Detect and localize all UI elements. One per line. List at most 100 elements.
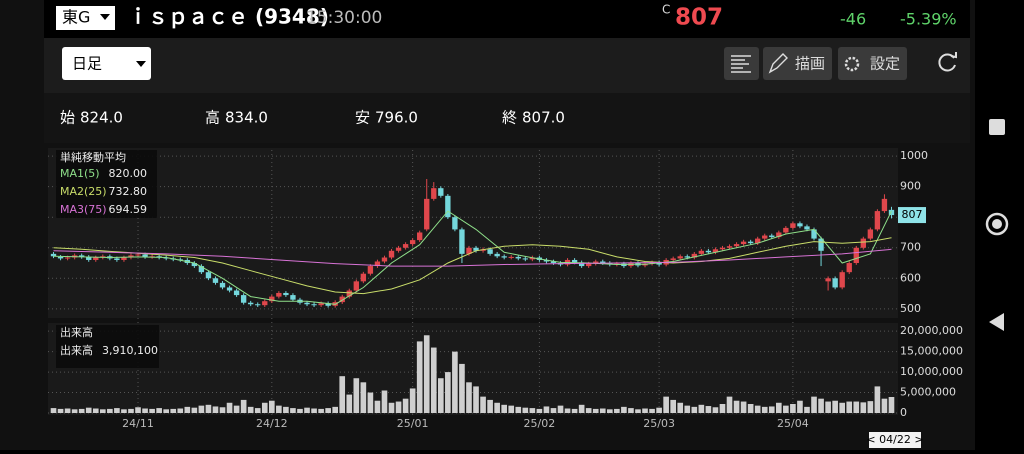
volume-bar	[128, 408, 134, 413]
y2-tick-label: 20,000,000	[900, 324, 963, 337]
volume-bar	[473, 386, 479, 413]
volume-bar	[592, 408, 599, 413]
candle-body	[233, 290, 240, 296]
ohlc-value: 796.0	[375, 109, 418, 127]
header-bar	[44, 0, 970, 38]
period-select[interactable]	[62, 47, 151, 80]
draw-button[interactable]	[763, 47, 832, 80]
volume-bar	[649, 408, 655, 413]
candle-body	[121, 257, 127, 260]
volume-bar	[339, 376, 346, 413]
volume-bar	[395, 401, 402, 413]
volume-panel	[48, 323, 898, 415]
candle-body	[719, 247, 726, 250]
volume-bar	[346, 394, 353, 413]
volume-bar	[783, 405, 789, 413]
candle-body	[881, 198, 888, 212]
volume-bar	[437, 378, 444, 413]
volume-bar	[416, 341, 423, 413]
gear-icon	[844, 56, 860, 72]
candle-body	[529, 257, 536, 260]
candle-body	[600, 261, 606, 264]
candle-body	[755, 238, 761, 244]
x-tick-label: 25/03	[643, 417, 675, 430]
volume-bar	[691, 406, 698, 413]
volume-bar	[754, 405, 761, 413]
volume-bar	[142, 408, 148, 413]
x-tick-label: 25/01	[397, 417, 429, 430]
candle-body	[93, 257, 99, 260]
candle-body	[57, 256, 64, 259]
candle-body	[128, 255, 134, 258]
candle-body	[494, 253, 500, 257]
candle-body	[163, 257, 169, 259]
volume-bar	[508, 405, 515, 413]
volume-bar	[283, 406, 289, 413]
candle-body	[198, 266, 205, 273]
volume-legend-label: 出来高	[60, 343, 93, 357]
volume-bar	[719, 404, 726, 413]
candle-body	[769, 235, 775, 238]
volume-bar	[149, 408, 155, 413]
y2-tick-label: 15,000,000	[900, 345, 963, 358]
ohlc-label: 安	[355, 109, 370, 127]
candle-body	[114, 258, 120, 260]
time: 15:30:00	[306, 8, 382, 28]
candle-body	[219, 282, 226, 288]
volume-bar	[621, 406, 627, 413]
candle-body	[240, 295, 247, 303]
candle-body	[762, 235, 768, 239]
price-panel	[48, 148, 898, 318]
volume-bar	[156, 408, 162, 413]
ma-legend-name: MA1(5)	[60, 167, 100, 180]
volume-bar	[768, 406, 775, 413]
volume-bar	[804, 406, 810, 413]
x-tick-label: 25/02	[524, 417, 556, 430]
volume-bar	[219, 407, 226, 413]
volume-bar	[64, 408, 71, 413]
volume-bar	[818, 398, 824, 413]
settings-button[interactable]	[838, 47, 907, 80]
nav-back[interactable]	[989, 313, 1004, 331]
candle-body	[853, 247, 859, 264]
volume-bar	[585, 408, 592, 413]
volume-bar	[85, 407, 92, 413]
volume-bar	[599, 408, 606, 413]
volume-bar	[430, 347, 437, 413]
volume-bar	[57, 408, 64, 413]
volume-bar	[536, 408, 543, 413]
volume-bar	[459, 363, 465, 413]
nav-recent[interactable]	[989, 119, 1005, 135]
volume-bar	[304, 407, 310, 413]
y-tick-label: 600	[900, 271, 921, 284]
ma-legend-value: 694.59	[109, 203, 148, 216]
candle-body	[656, 262, 662, 265]
volume-bar	[635, 409, 641, 413]
volume-bar	[184, 406, 191, 413]
ohlc-value: 824.0	[80, 109, 123, 127]
candle-body	[804, 226, 810, 230]
candle-body	[424, 198, 430, 230]
candle-body	[670, 258, 676, 260]
dropdown-arrow	[100, 14, 110, 20]
volume-bar	[297, 408, 303, 413]
candle-body	[262, 301, 268, 306]
nav-home[interactable]	[985, 212, 1009, 236]
change-percent: -5.39%	[900, 10, 957, 29]
refresh-icon[interactable]	[938, 53, 956, 72]
volume-bar	[121, 409, 127, 413]
moving-average	[53, 248, 892, 267]
candle-body	[705, 250, 712, 253]
ohlc-value: 834.0	[225, 109, 268, 127]
volume-bar	[790, 404, 796, 413]
stock-name: ｉｓｐａｃｅ (9348)	[128, 5, 329, 30]
candle-body	[726, 246, 733, 248]
nav-home-dot	[992, 219, 1002, 229]
candle-body	[508, 256, 514, 258]
volume-bar	[71, 409, 78, 413]
volume-bar	[628, 408, 634, 413]
volume-bar	[276, 405, 282, 413]
current-price: 807	[675, 5, 723, 31]
pencil-icon	[768, 53, 788, 74]
